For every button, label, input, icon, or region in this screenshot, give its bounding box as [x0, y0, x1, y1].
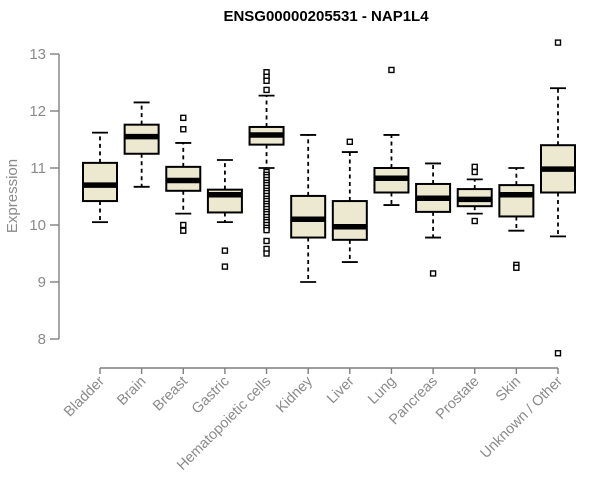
x-category-label: Brain [114, 374, 149, 409]
outlier-point [263, 86, 270, 94]
outlier-point [221, 263, 229, 270]
outlier-point [554, 350, 562, 357]
chart-title: ENSG00000205531 - NAP1L4 [223, 8, 429, 25]
outlier-point [221, 247, 229, 254]
x-category-label: Breast [150, 374, 191, 415]
x-category-label: Bladder [61, 373, 108, 420]
box-group-gastric [206, 159, 243, 270]
outlier-point [471, 163, 478, 171]
box-group-lung [373, 66, 410, 206]
iqr-box [82, 161, 118, 203]
box-group-bladder [82, 131, 118, 224]
box-group-prostate [456, 163, 493, 225]
boxes-group [82, 39, 576, 357]
x-category-label: Kidney [273, 373, 316, 416]
outlier-point [180, 221, 187, 229]
x-category-label: Lung [365, 374, 399, 408]
outlier-point [554, 39, 562, 46]
outlier-point [180, 227, 187, 234]
outlier-point [513, 264, 520, 271]
y-tick-label-11: 11 [30, 160, 46, 177]
box-group-brain [123, 101, 160, 188]
box-group-breast [165, 114, 202, 234]
x-category-label: Skin [493, 374, 524, 405]
box-group-kidney [290, 134, 327, 283]
y-tick-label-12: 12 [29, 103, 46, 120]
x-category-label: Liver [324, 373, 358, 407]
outlier-point [180, 126, 187, 133]
outlier-point [263, 226, 270, 234]
box-group-skin [498, 167, 535, 271]
outlier-point [471, 217, 478, 225]
box-group-hematopoietic-cells [248, 69, 285, 257]
box-group-unknown-other [540, 39, 576, 357]
outlier-point [180, 114, 187, 122]
y-axis-label: Expression [4, 159, 21, 233]
y-tick-label-13: 13 [29, 46, 46, 63]
outlier-point [346, 138, 354, 145]
iqr-box [498, 184, 535, 218]
y-tick-label-8: 8 [38, 331, 46, 348]
outlier-point [263, 77, 270, 84]
x-category-label: Prostate [433, 374, 482, 423]
outlier-point [429, 270, 437, 277]
box-group-pancreas [415, 162, 452, 277]
iqr-box [331, 200, 368, 241]
outlier-point [263, 250, 270, 257]
y-tick-label-10: 10 [29, 217, 46, 234]
outlier-point [263, 237, 270, 245]
y-tick-label-9: 9 [38, 274, 46, 291]
box-group-liver [331, 138, 368, 263]
outlier-point [471, 168, 478, 176]
outlier-point [388, 66, 395, 74]
